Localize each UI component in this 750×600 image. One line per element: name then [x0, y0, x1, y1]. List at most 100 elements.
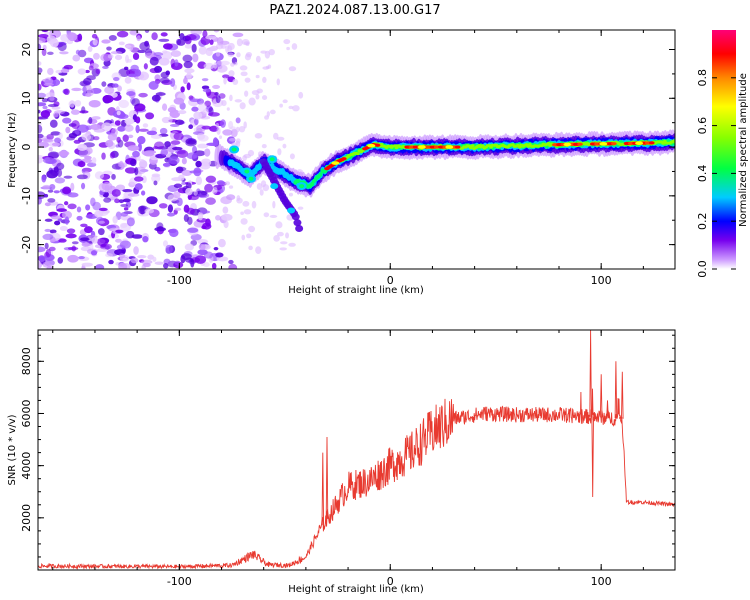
heatmap-noise-cell: [187, 216, 193, 225]
heatmap-noise-cell: [65, 126, 71, 134]
heatmap-scatter-cell: [255, 74, 260, 79]
heatmap-noise-cell: [129, 30, 139, 36]
spectrogram-x-label: Height of straight line (km): [288, 285, 424, 296]
heatmap-noise-cell: [230, 126, 236, 130]
heatmap-noise-cell: [94, 171, 105, 180]
heatmap-noise-cell: [215, 252, 224, 258]
heatmap-scatter-cell: [255, 55, 261, 63]
heatmap-ridge-peak: [577, 142, 583, 146]
heatmap-noise-cell: [46, 169, 58, 179]
heatmap-noise-cell: [219, 60, 230, 66]
heatmap-noise-cell: [45, 248, 52, 258]
heatmap-noise-cell: [160, 71, 169, 79]
heatmap-scatter-cell: [262, 184, 270, 192]
heatmap-noise-cell: [54, 177, 66, 184]
heatmap-noise-cell: [87, 45, 93, 53]
snr-y-tick-label: 6000: [20, 399, 33, 427]
heatmap-noise-cell: [222, 129, 233, 136]
heatmap-noise-cell: [85, 204, 91, 211]
heatmap-scatter-cell: [235, 138, 241, 144]
heatmap-scatter-cell: [229, 137, 236, 142]
heatmap-noise-cell: [190, 258, 195, 268]
heatmap-noise-cell: [142, 235, 149, 243]
heatmap-scatter-cell: [261, 144, 267, 149]
heatmap-noise-cell: [172, 146, 183, 151]
heatmap-scatter-cell: [221, 99, 227, 107]
heatmap-noise-cell: [112, 215, 118, 224]
heatmap-noise-cell: [201, 78, 209, 82]
heatmap-noise-cell: [124, 118, 135, 125]
heatmap-noise-cell: [204, 183, 214, 193]
heatmap-noise-cell: [181, 169, 192, 177]
heatmap-scatter-cell: [228, 185, 234, 189]
heatmap-noise-cell: [202, 30, 208, 38]
heatmap-noise-cell: [95, 68, 101, 75]
heatmap-noise-cell: [153, 52, 164, 57]
heatmap-noise-cell: [122, 257, 128, 262]
heatmap-noise-cell: [135, 124, 140, 134]
heatmap-noise-cell: [54, 137, 62, 144]
heatmap-noise-cell: [66, 136, 75, 141]
heatmap-noise-cell: [38, 33, 49, 38]
heatmap-noise-cell: [71, 87, 82, 92]
heatmap-noise-cell: [40, 110, 51, 118]
heatmap-noise-cell: [132, 150, 140, 158]
heatmap-noise-cell: [235, 117, 241, 124]
heatmap-noise-cell: [169, 123, 180, 127]
heatmap-noise-cell: [119, 240, 131, 249]
heatmap-noise-cell: [130, 257, 139, 264]
heatmap-noise-cell: [172, 191, 181, 199]
heatmap-noise-cell: [215, 215, 221, 221]
heatmap-noise-cell: [201, 85, 210, 90]
heatmap-noise-cell: [58, 132, 63, 140]
heatmap-noise-cell: [186, 82, 191, 91]
heatmap-noise-cell: [38, 246, 46, 253]
heatmap-scatter-cell: [282, 99, 288, 104]
heatmap-scatter-cell: [236, 195, 241, 202]
heatmap-noise-cell: [98, 207, 108, 212]
heatmap-noise-cell: [162, 50, 168, 54]
heatmap-noise-cell: [38, 157, 43, 164]
heatmap-noise-cell: [151, 32, 158, 41]
heatmap-scatter-cell: [285, 232, 290, 239]
heatmap-noise-cell: [91, 237, 98, 244]
heatmap-noise-cell: [186, 72, 192, 80]
heatmap-noise-cell: [198, 243, 206, 251]
heatmap-noise-cell: [132, 52, 140, 61]
heatmap-noise-cell: [193, 190, 198, 196]
heatmap-noise-cell: [143, 63, 148, 70]
heatmap-noise-cell: [47, 198, 56, 203]
heatmap-noise-cell: [49, 38, 59, 48]
heatmap-ridge-peak: [374, 143, 381, 147]
heatmap-noise-cell: [195, 160, 202, 168]
heatmap-noise-cell: [44, 31, 52, 36]
heatmap-noise-cell: [76, 206, 82, 213]
heatmap-noise-cell: [138, 158, 145, 163]
heatmap-noise-cell: [102, 95, 114, 103]
heatmap-scatter-cell: [273, 234, 280, 242]
heatmap-scatter-cell: [243, 209, 252, 215]
heatmap-scatter-cell: [235, 126, 240, 133]
heatmap-noise-cell: [199, 210, 211, 214]
heatmap-noise-cell: [63, 201, 69, 206]
heatmap-ridge-peak-yellow: [417, 145, 426, 149]
heatmap-noise-cell: [161, 103, 168, 111]
heatmap-noise-cell: [47, 67, 54, 75]
heatmap-noise-cell: [187, 194, 192, 200]
snr-y-tick-label: 8000: [20, 347, 33, 375]
heatmap-noise-cell: [88, 116, 93, 124]
heatmap-scatter-cell: [262, 76, 267, 84]
heatmap-ridge-peak-yellow: [445, 145, 454, 149]
heatmap-noise-cell: [126, 91, 136, 96]
heatmap-scatter-cell: [272, 200, 276, 209]
heatmap-scatter-cell: [246, 233, 252, 239]
heatmap-noise-cell: [158, 38, 170, 42]
heatmap-scatter-cell: [275, 221, 283, 229]
heatmap-noise-cell: [162, 240, 169, 247]
heatmap-scatter-cell: [282, 143, 287, 149]
heatmap-noise-cell: [94, 264, 105, 269]
heatmap-scatter-cell: [286, 46, 290, 51]
heatmap-noise-cell: [133, 246, 139, 255]
spectrogram-y-label: Frequency (Hz): [7, 112, 18, 188]
heatmap-noise-cell: [137, 255, 147, 259]
